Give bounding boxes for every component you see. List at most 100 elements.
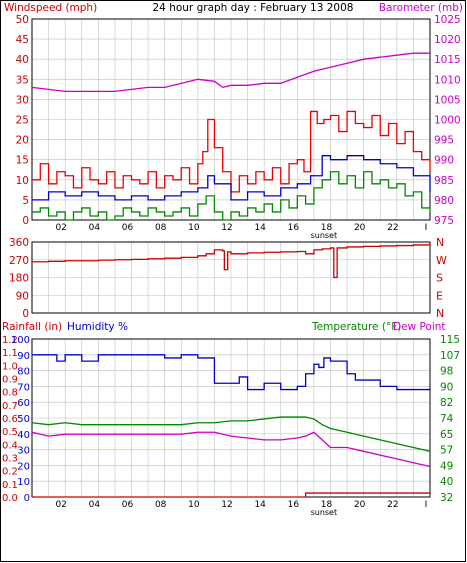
temperature-tick-label: 40 — [440, 476, 453, 488]
barometer-tick-label: 1020 — [434, 34, 461, 46]
rainfall-axis-label: Rainfall (in) — [2, 321, 62, 333]
wind-x-tick-label: 04 — [89, 223, 101, 233]
humidity-tick-label: 80 — [17, 367, 30, 378]
barometer-axis-label: Barometer (mb) — [379, 2, 463, 14]
direction-compass-tick-label: N — [436, 307, 444, 320]
wind-x-tick-label: I — [425, 223, 428, 233]
rainfall-tick-label: 0.6 — [2, 414, 18, 425]
barometer-series-line — [31, 52, 430, 93]
humidity-axis-label: Humidity % — [67, 321, 128, 333]
weather-x-tick-label: 08 — [155, 500, 167, 510]
barometer-tick-label: 1005 — [434, 94, 461, 106]
average-wind-series-line — [32, 155, 431, 201]
humidity-series-line — [32, 354, 430, 391]
windspeed-tick-label: 10 — [16, 175, 29, 187]
humidity-tick-label: 70 — [17, 382, 30, 393]
windspeed-tick-label: 30 — [16, 94, 29, 106]
rainfall-tick-label: 1.0 — [2, 361, 18, 372]
rainfall-series-line — [32, 492, 430, 498]
humidity-tick-label: 10 — [17, 477, 30, 488]
weather-x-tick-label: I — [425, 500, 428, 510]
temperature-tick-label: 74 — [440, 413, 454, 425]
weather-x-tick-label: 02 — [55, 500, 66, 510]
wind-x-tick-label: 12 — [221, 223, 232, 233]
temperature-tick-label: 32 — [440, 492, 453, 504]
dewpoint-axis-label: Dew Point — [393, 321, 446, 333]
windspeed-tick-label: 35 — [16, 74, 29, 86]
barometer-tick-label: 990 — [434, 155, 454, 167]
direction-degree-tick-label: 360 — [9, 237, 29, 249]
wind-x-tick-label: 14 — [254, 223, 266, 233]
temperature-tick-label: 49 — [440, 460, 453, 472]
temperature-axis-label: Temperature (°F) — [311, 321, 401, 333]
barometer-tick-label: 1015 — [434, 54, 461, 66]
weather-x-tick-label: 10 — [188, 500, 200, 510]
weather-sunset-label: sunset — [311, 508, 338, 517]
windspeed-tick-label: 25 — [16, 115, 29, 127]
direction-degree-tick-label: 90 — [16, 290, 29, 302]
windspeed-tick-label: 15 — [16, 155, 29, 167]
temperature-tick-label: 57 — [440, 445, 453, 457]
humidity-tick-label: 0 — [24, 493, 30, 504]
rainfall-tick-label: 0.0 — [2, 493, 18, 504]
humidity-tick-label: 30 — [17, 446, 30, 457]
wind-x-tick-label: 06 — [122, 223, 134, 233]
barometer-tick-label: 1025 — [434, 14, 461, 26]
windspeed-tick-label: 40 — [16, 54, 29, 66]
rainfall-tick-label: 0.1 — [2, 480, 18, 491]
barometer-tick-label: 975 — [434, 215, 454, 227]
panels: 0510152025303540455097598098599099510001… — [2, 14, 461, 517]
temperature-tick-label: 107 — [440, 350, 460, 362]
wind-x-tick-label: 20 — [354, 223, 366, 233]
direction-degree-tick-label: 0 — [22, 308, 29, 320]
rainfall-tick-label: 1.2 — [2, 335, 18, 346]
direction-compass-tick-label: E — [436, 289, 443, 302]
weather-x-tick-label: 18 — [321, 500, 333, 510]
wind-x-tick-label: 08 — [155, 223, 167, 233]
direction-degree-tick-label: 180 — [9, 273, 29, 285]
chart-title: 24 hour graph day : February 13 2008 — [153, 2, 354, 14]
weather-x-tick-label: 04 — [89, 500, 101, 510]
low-wind-series-line — [32, 171, 431, 221]
direction-plot-frame — [31, 241, 431, 314]
rainfall-tick-label: 0.9 — [2, 375, 18, 386]
windspeed-axis-label: Windspeed (mph) — [4, 2, 97, 14]
windspeed-tick-label: 45 — [16, 34, 29, 46]
temperature-series-line — [31, 416, 431, 452]
temperature-tick-label: 98 — [440, 366, 453, 378]
humidity-tick-label: 40 — [17, 430, 30, 441]
humidity-tick-label: 20 — [17, 461, 30, 472]
rainfall-tick-label: 0.8 — [2, 388, 18, 399]
wind-x-tick-label: 22 — [387, 223, 398, 233]
temperature-tick-label: 82 — [440, 397, 453, 409]
direction-compass-tick-label: N — [436, 236, 444, 249]
humidity-tick-label: 60 — [17, 398, 30, 409]
barometer-tick-label: 980 — [434, 195, 454, 207]
wind-sunset-label: sunset — [311, 231, 338, 240]
temperature-tick-label: 115 — [440, 334, 460, 346]
windspeed-tick-label: 20 — [16, 135, 29, 147]
windspeed-tick-label: 50 — [16, 14, 29, 26]
humidity-tick-label: 100 — [11, 335, 30, 346]
weather-x-tick-label: 20 — [354, 500, 366, 510]
windspeed-tick-label: 5 — [22, 195, 29, 207]
weather-x-tick-label: 12 — [221, 500, 232, 510]
wind-x-tick-label: 18 — [321, 223, 333, 233]
wind-x-tick-label: 16 — [288, 223, 300, 233]
temperature-tick-label: 90 — [440, 381, 453, 393]
direction-compass-tick-label: W — [436, 254, 447, 267]
barometer-tick-label: 985 — [434, 175, 454, 187]
wind-x-tick-label: 10 — [188, 223, 200, 233]
rainfall-tick-label: 1.1 — [2, 348, 18, 359]
weather-x-tick-label: 14 — [254, 500, 266, 510]
barometer-tick-label: 995 — [434, 135, 454, 147]
barometer-tick-label: 1000 — [434, 115, 461, 127]
barometer-tick-label: 1010 — [434, 74, 461, 86]
rainfall-tick-label: 0.4 — [2, 440, 18, 451]
temperature-tick-label: 65 — [440, 429, 453, 441]
rainfall-tick-label: 0.3 — [2, 454, 18, 465]
weather-x-tick-label: 06 — [122, 500, 134, 510]
